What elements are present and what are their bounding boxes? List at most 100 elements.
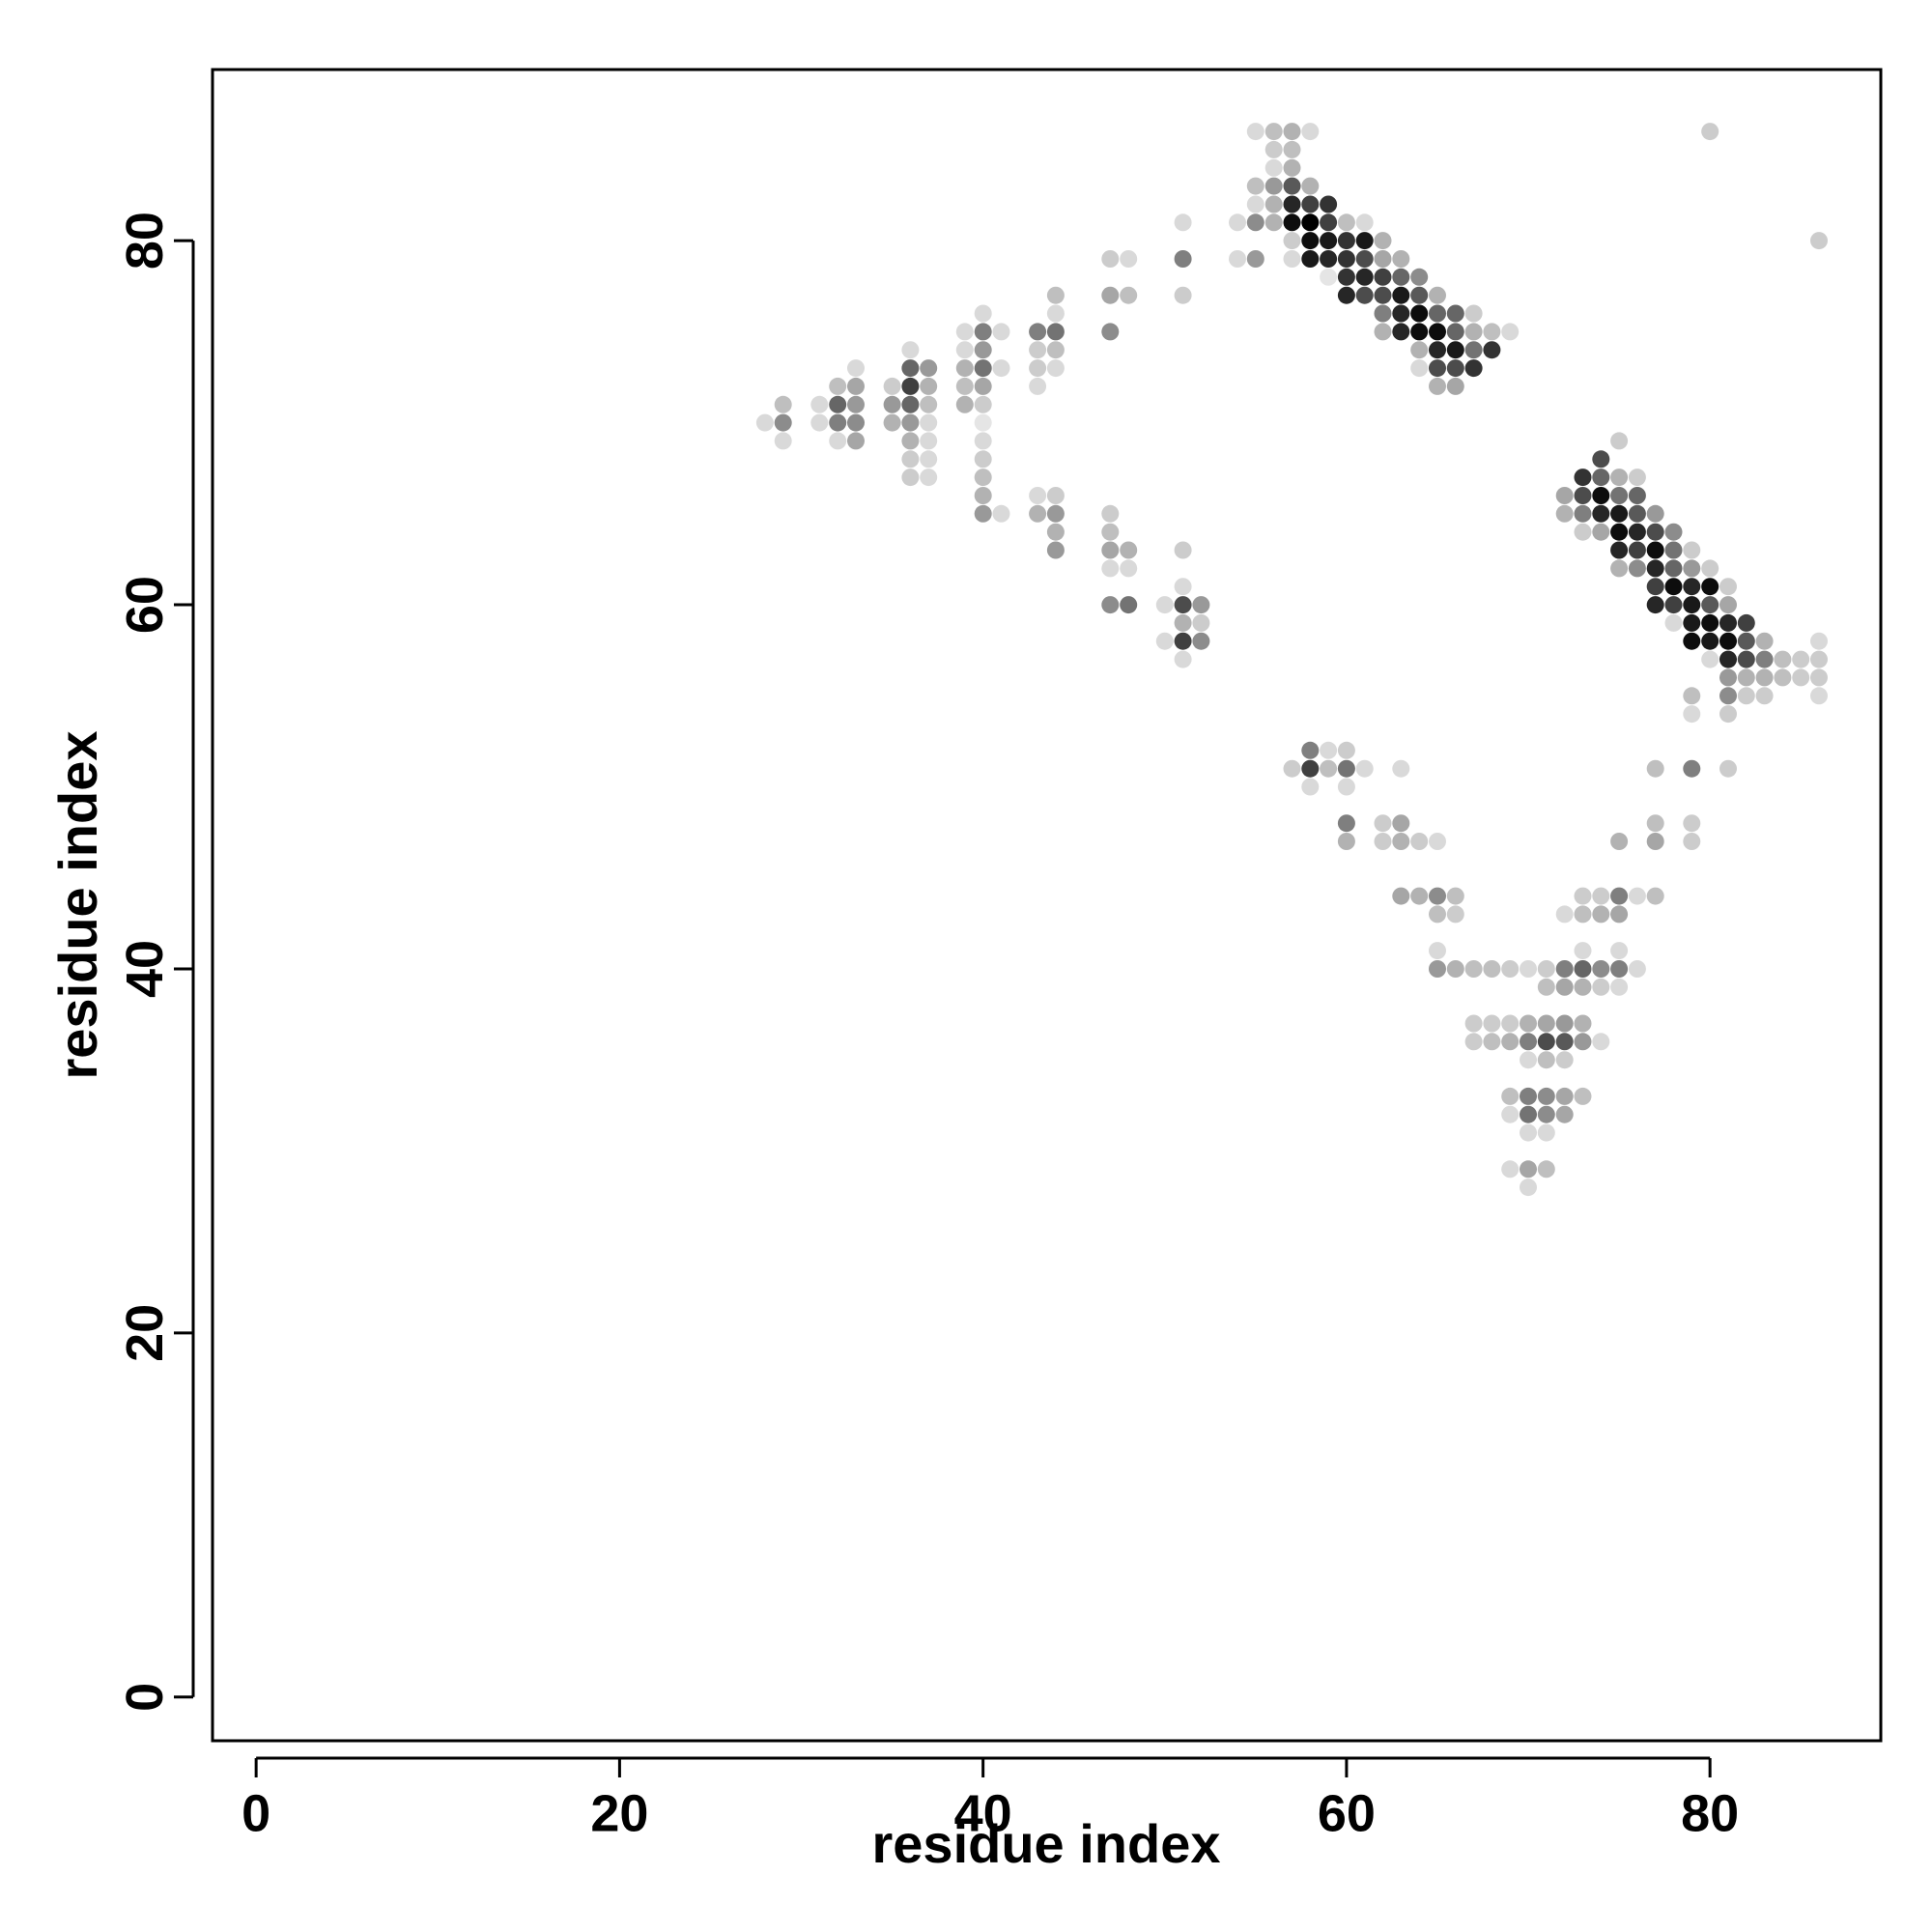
contact-point — [1719, 705, 1737, 724]
contact-point — [1174, 632, 1192, 650]
contact-point — [920, 450, 938, 469]
contact-point — [1792, 668, 1810, 687]
contact-point — [1155, 632, 1174, 650]
contact-point — [1520, 1033, 1537, 1051]
contact-point — [1610, 942, 1629, 960]
contact-point — [1264, 213, 1283, 232]
contact-point — [1520, 1105, 1537, 1123]
contact-point — [1301, 213, 1320, 232]
contact-point — [1592, 960, 1610, 978]
contact-point — [1574, 1087, 1592, 1105]
contact-point — [1320, 195, 1338, 213]
contact-point — [883, 395, 901, 413]
contact-point — [1537, 1123, 1555, 1142]
contact-point — [1664, 578, 1683, 596]
contact-point — [1337, 213, 1355, 232]
contact-point — [1701, 578, 1719, 596]
y-tick-label: 20 — [116, 1304, 174, 1362]
contact-point — [1283, 123, 1301, 141]
contact-point — [974, 377, 992, 395]
contact-point — [1101, 504, 1120, 523]
contact-point — [1610, 504, 1629, 523]
contact-point — [992, 323, 1010, 341]
contact-point — [829, 413, 847, 432]
contact-point — [1701, 613, 1719, 632]
contact-point — [1755, 632, 1774, 650]
contact-point — [1374, 304, 1392, 323]
contact-point — [1683, 833, 1701, 850]
contact-point — [1537, 1051, 1555, 1069]
contact-point — [974, 432, 992, 450]
contact-point — [1810, 650, 1828, 668]
contact-point — [1283, 250, 1301, 268]
contact-point — [1264, 158, 1283, 177]
contact-point — [1410, 341, 1429, 359]
contact-point — [1155, 596, 1174, 614]
contact-point — [901, 413, 920, 432]
x-tick-label: 0 — [242, 1784, 270, 1842]
contact-point — [974, 413, 992, 432]
contact-point — [1410, 286, 1429, 304]
contact-point — [1610, 887, 1629, 905]
x-axis: 0 20 40 60 80 — [242, 1756, 1739, 1842]
contact-point — [1537, 1160, 1555, 1179]
contact-point — [1046, 323, 1065, 341]
contact-point — [1646, 504, 1664, 523]
contact-point — [1737, 632, 1755, 650]
contact-point — [1646, 814, 1664, 833]
contact-point — [1464, 359, 1483, 378]
contact-point — [1555, 1105, 1574, 1123]
contact-point — [1410, 323, 1429, 341]
contact-point — [1646, 541, 1664, 559]
contact-point — [1229, 250, 1246, 268]
contact-point — [1320, 268, 1338, 286]
contact-point — [1555, 978, 1574, 996]
contact-point — [1628, 559, 1646, 578]
contact-point — [1392, 833, 1410, 850]
contact-point — [1246, 195, 1264, 213]
contact-point — [1355, 232, 1374, 250]
contact-point — [1664, 523, 1683, 541]
contact-point — [974, 469, 992, 487]
contact-point — [1520, 960, 1537, 978]
contact-point — [1246, 123, 1264, 141]
contact-point — [1646, 523, 1664, 541]
contact-point — [1664, 596, 1683, 614]
contact-point — [1337, 268, 1355, 286]
contact-point — [1501, 960, 1520, 978]
contact-point — [1701, 632, 1719, 650]
contact-point — [847, 432, 865, 450]
contact-point — [1719, 578, 1737, 596]
contact-point — [1701, 650, 1719, 668]
y-tick-label: 40 — [116, 940, 174, 998]
contact-point — [974, 323, 992, 341]
contact-point — [1501, 323, 1520, 341]
contact-point — [1555, 1033, 1574, 1051]
contact-point — [1464, 341, 1483, 359]
contact-point — [810, 395, 829, 413]
contact-point — [1574, 1033, 1592, 1051]
contact-point — [974, 395, 992, 413]
contact-point — [1683, 705, 1701, 724]
contact-point — [1101, 541, 1120, 559]
contact-point — [974, 341, 992, 359]
contact-point — [1555, 1014, 1574, 1033]
contact-point — [1520, 1179, 1537, 1197]
contact-point — [1120, 541, 1138, 559]
contact-point — [1174, 541, 1192, 559]
contact-point — [1101, 250, 1120, 268]
contact-point — [1483, 1033, 1501, 1051]
contact-point — [1574, 487, 1592, 504]
contact-point — [1446, 359, 1464, 378]
contact-point — [1174, 613, 1192, 632]
contact-point — [920, 359, 938, 378]
contact-point — [1355, 286, 1374, 304]
points-layer — [755, 123, 1828, 1197]
contact-point — [1574, 523, 1592, 541]
contact-point — [1301, 123, 1320, 141]
contact-point — [1174, 596, 1192, 614]
contact-point — [1046, 359, 1065, 378]
contact-point — [1120, 250, 1138, 268]
contact-point — [1646, 559, 1664, 578]
contact-point — [1555, 960, 1574, 978]
